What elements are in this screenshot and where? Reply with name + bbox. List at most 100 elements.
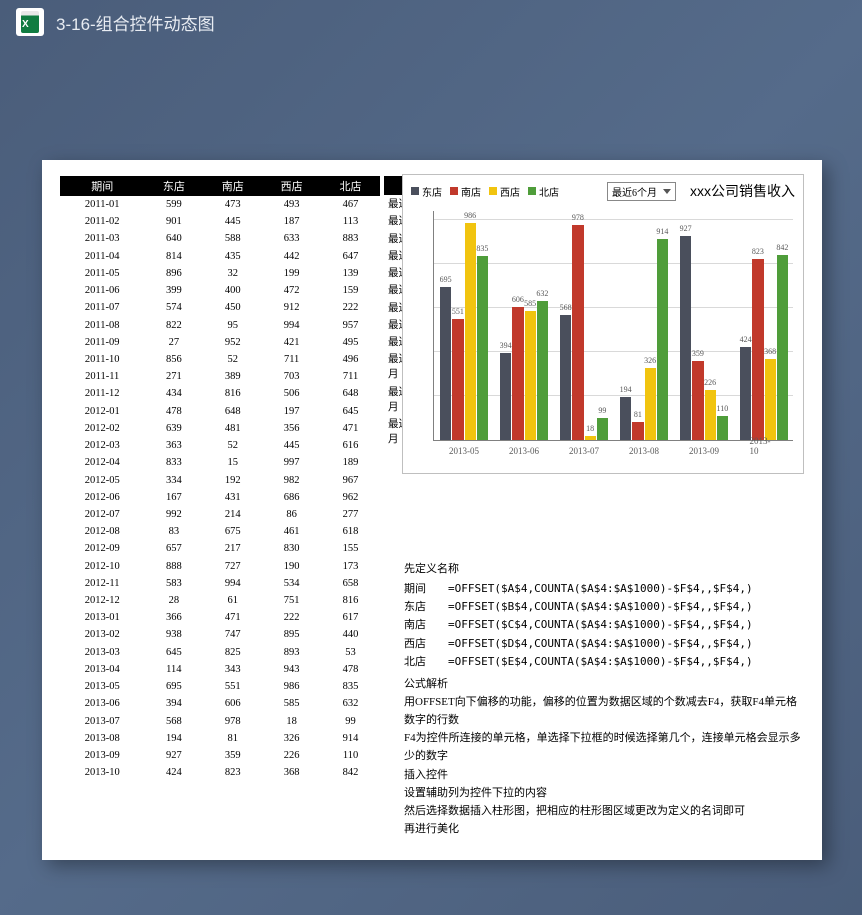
table-cell: 99: [321, 713, 380, 730]
table-cell: 957: [321, 317, 380, 334]
table-cell: 2012-01: [60, 403, 144, 420]
excel-icon: [16, 8, 44, 36]
table-cell: 2011-09: [60, 334, 144, 351]
bar: 695: [440, 287, 451, 440]
table-row: 2011-04814435442647: [60, 248, 380, 265]
bar-value-label: 695: [440, 275, 452, 284]
col-east: 东店: [144, 176, 203, 196]
table-cell: 506: [262, 385, 321, 402]
table-cell: 2011-04: [60, 248, 144, 265]
x-axis-label: 2013-05: [449, 446, 479, 456]
table-cell: 938: [144, 626, 203, 643]
table-cell: 2012-04: [60, 454, 144, 471]
definition-formula: =OFFSET($C$4,COUNTA($A$4:$A$1000)-$F$4,,…: [448, 616, 753, 634]
bar-value-label: 81: [634, 410, 642, 419]
bar: 551: [452, 319, 463, 440]
table-cell: 599: [144, 196, 203, 213]
bar-value-label: 986: [464, 211, 476, 220]
table-cell: 992: [144, 506, 203, 523]
bar: 842: [777, 255, 788, 440]
legend-item: 北店: [528, 184, 559, 199]
table-cell: 588: [203, 230, 262, 247]
table-cell: 574: [144, 299, 203, 316]
bar: 424: [740, 347, 751, 440]
col-north: 北店: [321, 176, 380, 196]
definition-row: 东店=OFFSET($B$4,COUNTA($A$4:$A$1000)-$F$4…: [404, 598, 804, 616]
table-cell: 32: [203, 265, 262, 282]
section-title-explain: 公式解析: [404, 675, 804, 693]
bar-value-label: 978: [572, 213, 584, 222]
table-cell: 927: [144, 747, 203, 764]
bar-value-label: 326: [644, 356, 656, 365]
bar-value-label: 606: [512, 295, 524, 304]
table-cell: 568: [144, 713, 203, 730]
table-cell: 95: [203, 317, 262, 334]
bar-value-label: 585: [524, 299, 536, 308]
explain-line: 设置辅助列为控件下拉的内容: [404, 784, 804, 802]
table-cell: 81: [203, 730, 262, 747]
table-cell: 896: [144, 265, 203, 282]
table-cell: 467: [321, 196, 380, 213]
table-cell: 657: [144, 540, 203, 557]
table-cell: 2013-10: [60, 764, 144, 781]
legend-item: 南店: [450, 184, 481, 199]
table-cell: 2013-03: [60, 644, 144, 661]
table-row: 2013-01366471222617: [60, 609, 380, 626]
table-cell: 658: [321, 575, 380, 592]
bar-group: 927359226110: [680, 236, 728, 440]
table-row: 2013-10424823368842: [60, 764, 380, 781]
x-axis-label: 2013-09: [689, 446, 719, 456]
chart-range-dropdown[interactable]: 最近6个月: [607, 182, 676, 201]
table-row: 2012-09657217830155: [60, 540, 380, 557]
table-cell: 2011-01: [60, 196, 144, 213]
table-cell: 997: [262, 454, 321, 471]
table-header-row: 期间 东店 南店 西店 北店: [60, 176, 380, 196]
explain-line: F4为控件所连接的单元格，单选择下拉框的时候选择第几个，连接单元格会显示多少的数…: [404, 729, 804, 765]
table-cell: 2012-08: [60, 523, 144, 540]
table-cell: 2013-05: [60, 678, 144, 695]
x-axis-label: 2013-07: [569, 446, 599, 456]
table-cell: 2013-02: [60, 626, 144, 643]
bar-value-label: 394: [500, 341, 512, 350]
definition-name: 南店: [404, 616, 436, 634]
table-cell: 534: [262, 575, 321, 592]
table-row: 2011-1085652711496: [60, 351, 380, 368]
dropdown-value: 最近6个月: [612, 184, 657, 199]
table-cell: 833: [144, 454, 203, 471]
bar: 835: [477, 256, 488, 440]
bar: 326: [645, 368, 656, 440]
bar-group: 19481326914: [620, 239, 668, 440]
table-cell: 450: [203, 299, 262, 316]
table-cell: 2012-06: [60, 489, 144, 506]
table-cell: 445: [203, 213, 262, 230]
bar-value-label: 842: [776, 243, 788, 252]
bar: 81: [632, 422, 643, 440]
table-cell: 986: [262, 678, 321, 695]
table-cell: 856: [144, 351, 203, 368]
worksheet: 期间 东店 南店 西店 北店 2011-015994734934672011-0…: [42, 160, 822, 860]
table-cell: 585: [262, 695, 321, 712]
table-row: 2012-02639481356471: [60, 420, 380, 437]
table-cell: 583: [144, 575, 203, 592]
table-cell: 2012-07: [60, 506, 144, 523]
table-cell: 434: [144, 385, 203, 402]
table-cell: 2013-06: [60, 695, 144, 712]
table-row: 2011-06399400472159: [60, 282, 380, 299]
table-cell: 814: [144, 248, 203, 265]
table-row: 2012-06167431686962: [60, 489, 380, 506]
table-cell: 496: [321, 351, 380, 368]
table-row: 2011-12434816506648: [60, 385, 380, 402]
legend-label: 西店: [500, 184, 520, 199]
table-cell: 15: [203, 454, 262, 471]
table-cell: 901: [144, 213, 203, 230]
explain-line: 插入控件: [404, 766, 804, 784]
bar-value-label: 568: [560, 303, 572, 312]
table-cell: 551: [203, 678, 262, 695]
table-cell: 471: [321, 420, 380, 437]
bar-value-label: 226: [704, 378, 716, 387]
table-cell: 883: [321, 230, 380, 247]
table-cell: 114: [144, 661, 203, 678]
table-cell: 400: [203, 282, 262, 299]
plot-area: 6955519868352013-053946065856322013-0656…: [433, 211, 793, 441]
table-row: 2013-0364582589353: [60, 644, 380, 661]
